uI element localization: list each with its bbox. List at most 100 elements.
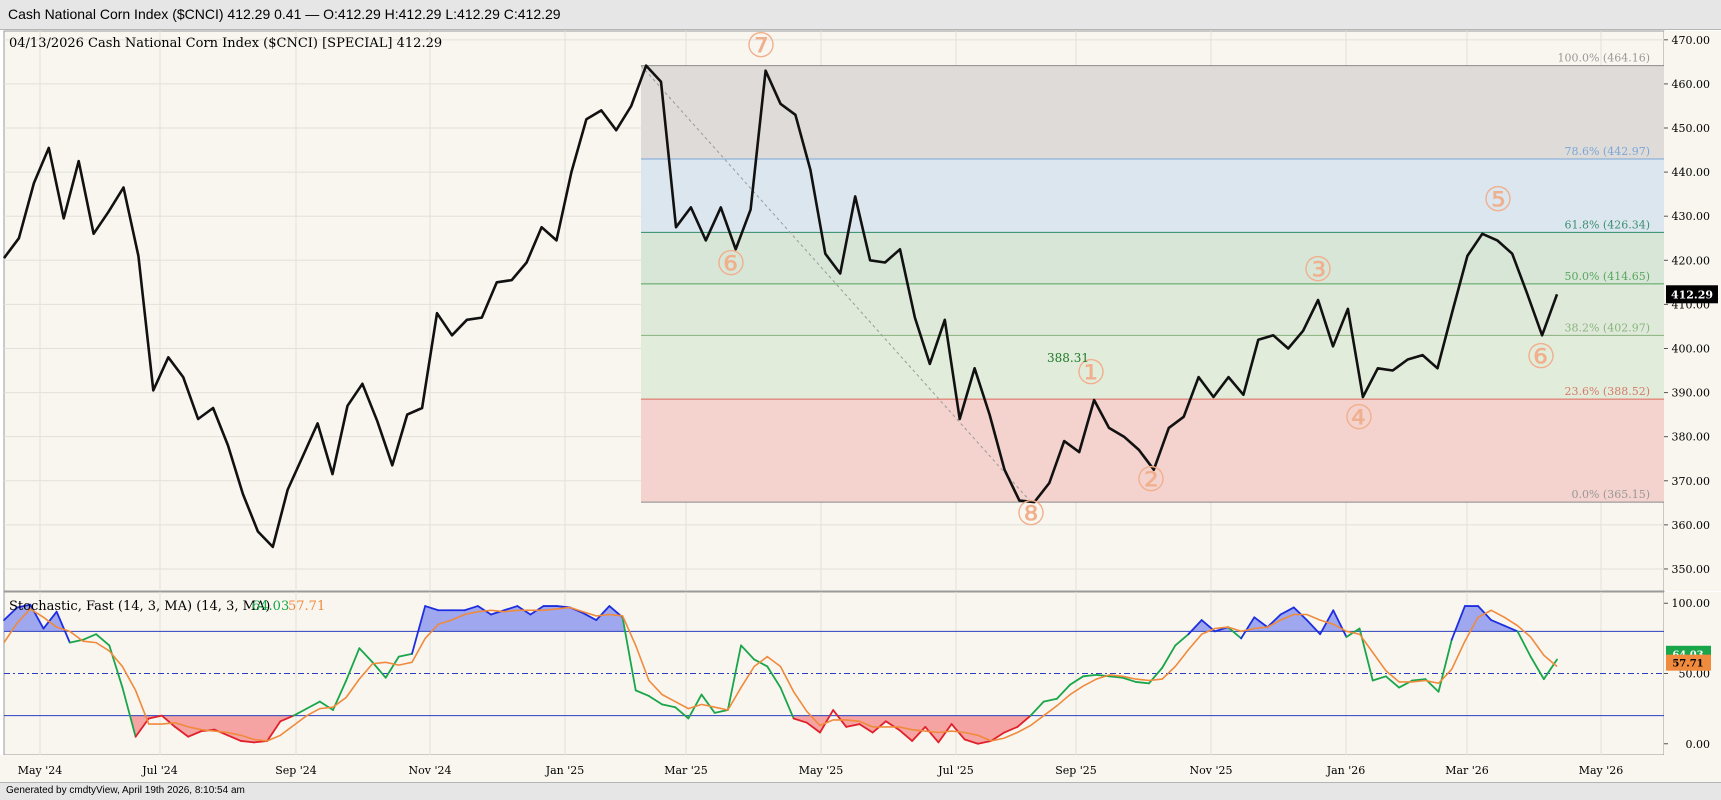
stoch-k-segment xyxy=(16,603,32,609)
stoch-k-segment xyxy=(503,605,519,612)
price-axis[interactable] xyxy=(1664,31,1721,591)
stoch-k-segment xyxy=(1134,681,1150,685)
x-tick-label: Sep '25 xyxy=(1055,764,1097,777)
symbol-quote-title: Cash National Corn Index ($CNCI) 412.29 … xyxy=(8,6,561,22)
y-tick-label: 470.00 xyxy=(1672,34,1711,47)
stoch-k-segment xyxy=(805,721,821,734)
stoch-k-segment xyxy=(700,693,716,714)
price-line xyxy=(2,64,1559,549)
swing-value-label: 388.31 xyxy=(1047,351,1089,365)
fib-level-label: 38.2% (402.97) xyxy=(1564,321,1650,334)
wave-count-label: ④ xyxy=(1344,399,1374,437)
stoch-k-segment xyxy=(292,707,308,717)
oversold-fill xyxy=(130,715,1031,744)
stochastic-lines xyxy=(3,603,1558,745)
x-tick-label: Jul '25 xyxy=(937,764,974,777)
stoch-k-segment xyxy=(1306,619,1322,636)
chart-canvas[interactable]: 100.0% (464.16) 78.6% (442.97) 61.8% (426.… xyxy=(0,0,1721,782)
stoch-k-segment xyxy=(345,647,361,682)
stoch-k-segment xyxy=(1266,613,1282,629)
stoch-k-segment xyxy=(121,686,137,738)
stoch-k-segment xyxy=(674,706,690,720)
stoch-k-segment xyxy=(187,730,203,738)
stoch-k-segment xyxy=(898,728,914,742)
fibonacci-retracement: 100.0% (464.16) 78.6% (442.97) 61.8% (426.… xyxy=(640,52,1664,503)
stoch-k-segment xyxy=(726,644,742,711)
y-tick-label: 360.00 xyxy=(1672,519,1711,532)
footer-bar: Generated by cmdtyView, April 19th 2026,… xyxy=(0,782,1721,800)
stoch-k-segment xyxy=(55,610,71,644)
stoch-k-segment xyxy=(1042,697,1058,703)
y-tick-label: 460.00 xyxy=(1672,78,1711,91)
stoch-k-segment xyxy=(832,709,848,728)
stoch-k-segment xyxy=(740,644,756,661)
stoch-k-segment xyxy=(239,740,255,744)
stoch-k-segment xyxy=(397,652,413,658)
stoch-y-tick-label: 100.00 xyxy=(1672,597,1711,610)
stoch-k-segment xyxy=(937,723,953,744)
stoch-k-segment xyxy=(161,714,176,728)
stoch-k-segment xyxy=(384,655,400,679)
stoch-k-segment xyxy=(792,717,808,724)
stoch-y-tick-label: 50.00 xyxy=(1679,668,1711,681)
stoch-k-segment xyxy=(1029,700,1045,717)
stoch-k-segment xyxy=(29,603,45,630)
fib-level-label: 23.6% (388.52) xyxy=(1564,385,1650,398)
stoch-k-segment xyxy=(1332,609,1348,638)
stochastic-axis[interactable] xyxy=(1664,592,1721,755)
stoch-k-segment xyxy=(661,703,677,709)
stoch-k-segment xyxy=(1003,725,1019,734)
fib-band xyxy=(641,232,1664,284)
chart-header-bar: Cash National Corn Index ($CNCI) 412.29 … xyxy=(0,0,1721,30)
wave-count-label: ① xyxy=(1076,354,1106,392)
stoch-k-segment xyxy=(1069,675,1085,686)
fib-level-label: 50.0% (414.65) xyxy=(1564,270,1650,283)
wave-count-label: ⑤ xyxy=(1483,181,1513,219)
stoch-k-segment xyxy=(884,720,900,731)
x-tick-label: Jan '25 xyxy=(545,764,585,777)
stoch-k-segment xyxy=(845,723,861,728)
stoch-k-segment xyxy=(1371,675,1387,682)
fib-band xyxy=(641,399,1664,503)
fib-band xyxy=(641,335,1664,400)
stoch-k-segment xyxy=(42,610,58,630)
stoch-k-segment xyxy=(1121,676,1137,683)
stoch-k-segment xyxy=(1055,683,1071,700)
stochastic-title: Stochastic, Fast (14, 3, MA) (14, 3, MA) xyxy=(9,599,270,614)
stoch-k-segment xyxy=(858,723,874,734)
stoch-k-segment xyxy=(582,612,598,622)
x-tick-label: Mar '25 xyxy=(664,764,708,777)
wave-count-label: ⑥ xyxy=(1526,338,1556,376)
price-chart-title: 04/13/2026 Cash National Corn Index ($CN… xyxy=(9,36,442,51)
stoch-d-tag-label: 57.71 xyxy=(1672,659,1703,670)
axis-labels: May '24 Jul '24 Sep '24 Nov '24 Jan '25 Mar '… xyxy=(18,34,1718,777)
stoch-k-segment xyxy=(634,689,650,697)
x-tick-label: May '25 xyxy=(799,764,844,777)
fib-level-label: 100.0% (464.16) xyxy=(1557,52,1650,65)
x-tick-label: Sep '24 xyxy=(275,764,317,777)
x-tick-label: Jul '24 xyxy=(141,764,178,777)
stoch-k-segment xyxy=(1490,619,1506,627)
stoch-k-segment xyxy=(1253,616,1269,629)
x-tick-label: Mar '26 xyxy=(1445,764,1489,777)
fib-band xyxy=(641,65,1664,160)
wave-count-label: ⑦ xyxy=(746,27,776,65)
stoch-k-segment xyxy=(647,695,663,706)
y-tick-label: 400.00 xyxy=(1672,342,1711,355)
stoch-k-segment xyxy=(1437,638,1453,693)
stoch-k-segment xyxy=(1016,714,1032,728)
y-tick-label: 450.00 xyxy=(1672,122,1711,135)
stoch-k-segment xyxy=(1187,619,1203,636)
stoch-k-segment xyxy=(134,717,150,738)
wave-count-label: ③ xyxy=(1303,251,1333,289)
time-axis[interactable] xyxy=(0,755,1721,782)
stoch-k-segment xyxy=(226,734,242,742)
stoch-k-segment xyxy=(318,700,334,711)
stoch-y-tick-label: 0.00 xyxy=(1686,738,1711,751)
y-tick-label: 370.00 xyxy=(1672,475,1711,488)
stoch-k-segment xyxy=(766,665,782,689)
x-tick-label: Nov '24 xyxy=(409,764,452,777)
stoch-k-segment xyxy=(990,731,1006,742)
fib-level-label: 61.8% (426.34) xyxy=(1564,218,1650,231)
stoch-k-segment xyxy=(95,633,111,647)
